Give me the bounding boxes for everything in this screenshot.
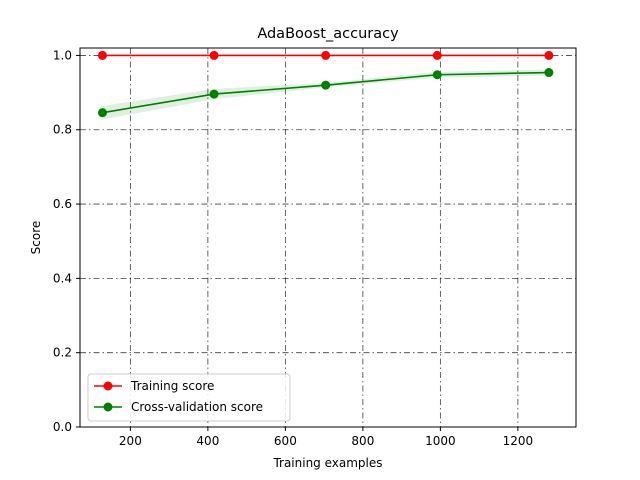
data-point (97, 50, 107, 60)
x-axis-title: Training examples (272, 456, 382, 470)
x-tick-label: 1000 (425, 434, 456, 448)
legend-swatch-marker (103, 381, 113, 391)
x-tick-label: 800 (351, 434, 374, 448)
data-point (97, 108, 107, 118)
y-tick-label: 0.4 (53, 271, 72, 285)
data-point (544, 68, 554, 78)
legend-box (87, 373, 291, 422)
x-tick-label: 200 (119, 434, 142, 448)
y-axis-title: Score (29, 221, 43, 255)
legend: Training score Cross-validation score (87, 373, 291, 422)
x-tick-label: 400 (196, 434, 219, 448)
y-tick-label: 1.0 (53, 48, 72, 62)
axis-ticks: 200 400 600 800 1000 1200 0.0 0.2 0.4 0.6 0.8 1.0 (53, 48, 533, 448)
data-point (544, 50, 554, 60)
chart-title: AdaBoost_accuracy (257, 26, 399, 42)
legend-label: Training score (130, 379, 214, 393)
data-point (432, 50, 442, 60)
series-lines (97, 50, 554, 118)
data-point (321, 50, 331, 60)
confidence-bands (102, 69, 549, 120)
y-tick-label: 0.0 (53, 420, 72, 434)
data-point (321, 80, 331, 90)
y-tick-label: 0.6 (53, 197, 72, 211)
x-tick-label: 600 (274, 434, 297, 448)
confidence-band (102, 69, 549, 120)
legend-swatch-marker (103, 402, 113, 412)
x-tick-label: 1200 (503, 434, 534, 448)
axes-frame (79, 47, 577, 428)
legend-label: Cross-validation score (131, 400, 263, 414)
y-tick-label: 0.2 (53, 346, 72, 360)
data-point (432, 70, 442, 80)
data-point (209, 89, 219, 99)
data-point (209, 50, 219, 60)
y-tick-label: 0.8 (53, 123, 72, 137)
